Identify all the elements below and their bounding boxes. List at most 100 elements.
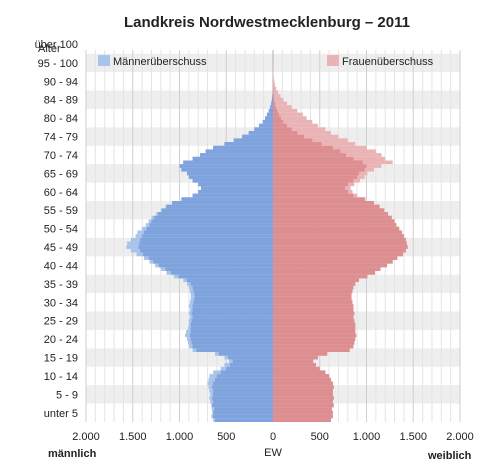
female-bar-excess — [273, 94, 281, 98]
female-bar — [273, 197, 365, 202]
female-bar-excess — [273, 131, 331, 135]
male-bar — [268, 108, 273, 113]
female-bar — [273, 134, 304, 139]
female-bar — [273, 245, 408, 249]
male-bar — [166, 204, 273, 209]
male-bar — [188, 175, 273, 179]
male-bar — [194, 293, 273, 297]
male-bar — [161, 208, 273, 213]
male-bar — [196, 348, 273, 353]
female-bar — [273, 418, 331, 422]
male-bar — [192, 193, 273, 198]
female-bar — [273, 153, 346, 157]
male-bar — [181, 197, 273, 202]
male-bar — [192, 304, 273, 308]
female-bar — [273, 293, 352, 297]
female-bar — [273, 123, 288, 128]
male-bar — [262, 119, 273, 124]
female-bar — [273, 156, 354, 161]
female-bar — [273, 189, 348, 194]
male-bar — [215, 377, 273, 382]
male-bar — [179, 164, 273, 168]
female-bar — [273, 241, 407, 246]
male-bar — [157, 212, 273, 216]
female-bar — [273, 285, 354, 290]
female-bar — [273, 403, 334, 408]
female-bar-excess — [273, 105, 292, 109]
male-bar — [172, 201, 273, 205]
male-bar — [212, 385, 273, 389]
male-bar — [192, 307, 273, 312]
female-bar — [273, 340, 355, 345]
female-bar-excess — [273, 134, 339, 139]
female-bar — [273, 385, 334, 389]
male-bar — [265, 116, 273, 120]
female-bar — [273, 333, 357, 338]
female-bar — [273, 167, 365, 172]
male-bar — [258, 123, 273, 128]
female-bar — [273, 307, 354, 312]
male-bar — [186, 278, 273, 283]
female-bar — [273, 212, 389, 216]
male-side-label: männlich — [48, 448, 97, 460]
male-bar — [220, 370, 273, 375]
age-label: 80 - 84 — [44, 113, 78, 125]
female-bar-excess — [273, 97, 284, 102]
female-bar — [273, 171, 360, 176]
male-bar — [183, 160, 273, 165]
male-bar — [218, 352, 273, 356]
male-bar — [271, 97, 273, 102]
age-axis-labels: unter 5 5 - 9 10 - 14 15 - 19 20 - 24 25 - 29… — [35, 39, 78, 420]
male-bar — [213, 388, 273, 393]
female-bar — [273, 352, 328, 356]
female-bar — [273, 248, 406, 253]
female-bar — [273, 164, 367, 168]
male-bar — [229, 363, 273, 367]
male-bar — [193, 289, 273, 294]
male-bar — [270, 105, 273, 109]
female-bar — [273, 326, 356, 330]
female-bar — [273, 366, 320, 371]
legend-male-label: Männerüberschuss — [113, 56, 207, 68]
female-bar-excess — [273, 90, 279, 95]
male-bar — [224, 142, 273, 146]
female-bar — [273, 105, 276, 109]
female-bar — [273, 392, 333, 397]
male-bar — [228, 355, 273, 360]
female-bar — [273, 101, 275, 106]
female-bar — [273, 399, 333, 404]
female-bar — [273, 237, 406, 242]
age-label: 60 - 64 — [44, 187, 78, 199]
female-bar-excess — [273, 83, 276, 87]
age-label: 25 - 29 — [44, 316, 78, 328]
male-bar — [146, 226, 273, 231]
female-bar — [273, 223, 397, 227]
female-bar-excess — [273, 108, 298, 113]
female-bar — [273, 355, 318, 360]
age-label: 45 - 49 — [44, 242, 78, 254]
x-tick-label: 1.000 — [166, 431, 194, 443]
male-bar — [254, 127, 273, 132]
male-bar — [189, 333, 273, 338]
age-label: unter 5 — [44, 408, 78, 420]
legend-female-label: Frauenüberschuss — [342, 56, 434, 68]
male-bar — [143, 252, 273, 257]
male-bar — [191, 340, 273, 345]
male-bar — [201, 186, 273, 190]
female-bar — [273, 131, 298, 135]
male-bar — [148, 256, 273, 260]
male-bar — [213, 381, 273, 386]
female-bar-excess — [273, 116, 307, 120]
male-bar — [190, 337, 273, 341]
male-bar — [181, 167, 273, 172]
male-bar — [158, 263, 273, 268]
age-label: 40 - 44 — [44, 260, 78, 272]
female-bar-excess — [273, 127, 326, 132]
female-bar — [273, 149, 341, 154]
male-bar — [192, 285, 273, 290]
female-bar — [273, 256, 398, 260]
legend-female-swatch — [327, 55, 339, 66]
female-bar — [273, 204, 380, 209]
male-bar — [212, 403, 273, 408]
male-bar — [165, 267, 273, 271]
